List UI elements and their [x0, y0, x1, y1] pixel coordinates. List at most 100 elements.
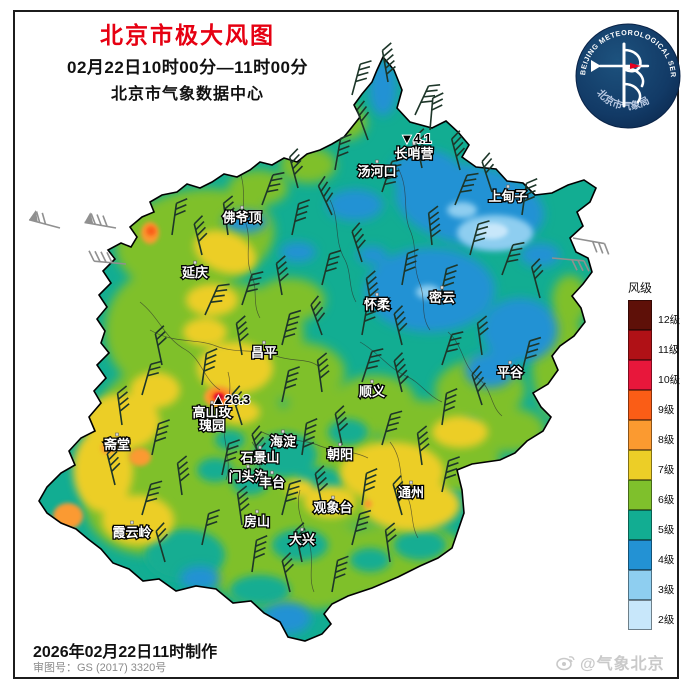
wind-barb: [521, 336, 542, 373]
wind-barb: [331, 555, 349, 593]
station-dot: [338, 442, 342, 447]
wind-barb: [454, 172, 479, 206]
station-label: 昌平: [251, 345, 277, 360]
data-source: 北京市气象数据中心: [110, 86, 264, 103]
watermark: @气象北京: [556, 650, 665, 674]
wind-barb: [351, 509, 372, 546]
wind-barb-outside: [551, 257, 590, 272]
legend-color-swatch: [628, 390, 652, 420]
station-label: 斋堂: [103, 437, 130, 452]
wind-barb: [381, 410, 403, 446]
wind-barb: [450, 130, 466, 171]
legend-color-swatch: [628, 510, 652, 540]
station-dot: [115, 432, 119, 437]
wind-barb-outside: [84, 212, 117, 229]
wind-barb: [294, 522, 309, 563]
wind-barb: [321, 249, 342, 286]
station-dot: [375, 159, 379, 164]
station-label: 长哨营: [394, 146, 433, 161]
time-range: 02月22日10时00分—11时00分: [66, 58, 309, 77]
wind-barb: [231, 385, 245, 426]
legend-level-label: 10级: [658, 374, 681, 386]
station-dot: [130, 520, 134, 525]
wind-barb: [393, 305, 408, 346]
legend-color-swatch: [628, 420, 652, 450]
extreme-value: ▲26.3: [212, 392, 250, 407]
wind-speed-contours: [53, 60, 588, 634]
station-label: 顺义: [359, 384, 386, 399]
wind-barb: [301, 418, 318, 456]
station-label: 房山: [244, 514, 270, 529]
station-dot: [240, 205, 244, 210]
logo-red-arrow: [630, 63, 641, 69]
wind-barb: [291, 199, 310, 236]
station-label: 平谷: [497, 365, 524, 380]
station-label: 通州: [398, 485, 424, 500]
beijing-boundary: [38, 55, 597, 642]
wind-barb: [334, 405, 349, 446]
wind-barb: [155, 522, 169, 563]
wind-barb: [476, 315, 489, 356]
wind-barb: [356, 100, 370, 141]
wind-barb: [351, 222, 366, 263]
legend-color-swatch: [628, 480, 652, 510]
legend-level-label: 9级: [658, 404, 675, 416]
wind-barb: [316, 352, 330, 393]
legend-title: 风级: [628, 281, 653, 295]
legend-level-label: 12级: [658, 314, 681, 326]
wind-barb: [241, 271, 264, 306]
wind-barb: [414, 83, 441, 116]
wind-barb-outside: [28, 210, 61, 229]
station-label: 门头沟: [228, 469, 267, 484]
wind-barb: [141, 360, 163, 396]
legend-level-label: 6级: [658, 494, 675, 506]
wind-barb: [281, 552, 294, 593]
wind-barb: [530, 258, 544, 299]
legend-color-swatch: [628, 300, 652, 330]
legend-level-8级: 8级: [628, 420, 674, 450]
station-dot: [508, 360, 512, 365]
weibo-icon: [556, 656, 575, 671]
wind-barb: [401, 248, 419, 286]
station-label: 观象台: [313, 500, 352, 515]
station-dot: [270, 470, 274, 475]
wind-barb: [116, 385, 130, 426]
station-label: 延庆: [181, 265, 208, 280]
legend-level-label: 4级: [658, 554, 675, 566]
map-review-number: 审图号：GS (2017) 3320号: [33, 662, 167, 674]
wind-barb: [236, 485, 250, 526]
legend-level-3级: 3级: [628, 570, 674, 600]
wind-barb: [381, 42, 396, 83]
wind-barb: [416, 425, 430, 466]
legend-level-5级: 5级: [628, 510, 674, 540]
logo-circle: [575, 23, 681, 129]
station-label: 汤河口: [357, 164, 396, 179]
legend-level-7级: 7级: [628, 450, 674, 480]
station-dot: [262, 340, 266, 345]
wind-barb: [141, 480, 163, 516]
wind-barb: [281, 366, 300, 403]
wind-barb-outside: [572, 237, 610, 255]
station-label: 佛爷顶: [221, 210, 261, 225]
wind-barb: [471, 365, 486, 406]
station-label: 高山玫瑰园: [192, 405, 232, 433]
page-title: 北京市极大风图: [100, 22, 275, 48]
station-dot: [370, 379, 374, 384]
legend-color-swatch: [628, 600, 652, 630]
wind-barb-outside: [88, 250, 127, 265]
station-label: 大兴: [289, 532, 315, 547]
legend-level-10级: 10级: [628, 360, 680, 390]
wind-barb: [429, 92, 444, 131]
wind-barb: [441, 388, 458, 426]
wind-barb: [201, 348, 218, 386]
legend-level-12级: 12级: [628, 300, 680, 330]
legend-level-11级: 11级: [628, 330, 679, 360]
wind-barb: [427, 205, 441, 246]
legend-color-swatch: [628, 360, 652, 390]
legend-color-swatch: [628, 540, 652, 570]
extreme-value: ▼4.1: [401, 131, 432, 146]
wind-barb: [361, 348, 384, 383]
wind-barb: [439, 264, 458, 301]
wind-barb: [481, 152, 495, 193]
station-label: 海淀: [270, 434, 297, 449]
